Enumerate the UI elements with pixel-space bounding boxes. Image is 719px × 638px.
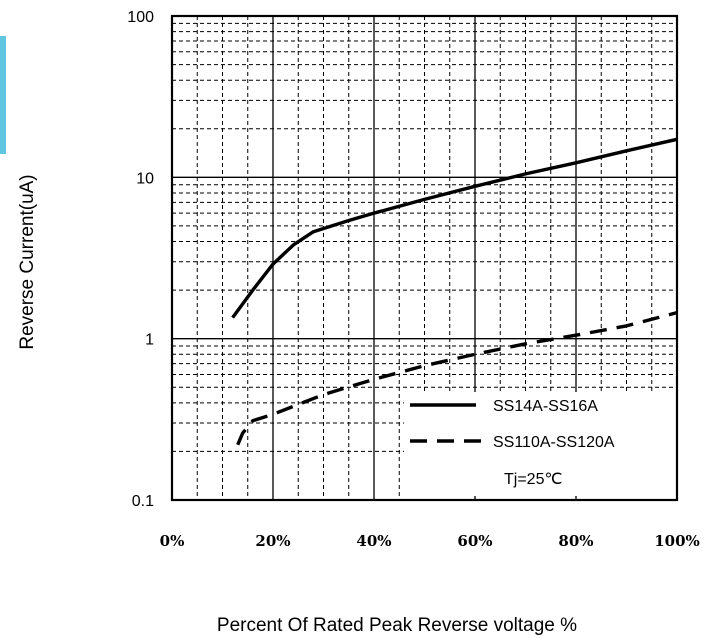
x-tick-label: 100% (654, 532, 700, 550)
y-tick-label: 0.1 (132, 493, 154, 510)
x-tick-label: 80% (558, 532, 593, 550)
x-tick-label: 60% (457, 532, 492, 550)
legend: SS14A-SS16A SS110A-SS120A Tj=25℃ (404, 392, 674, 496)
legend-label-ss14a-ss16a: SS14A-SS16A (493, 398, 598, 415)
x-tick-label: 40% (356, 532, 391, 550)
y-tick-label: 1 (145, 332, 154, 349)
plot-frame (170, 14, 679, 502)
y-axis-label: Reverse Current(uA) (17, 174, 38, 349)
legend-background (404, 392, 674, 496)
x-axis-label: Percent Of Rated Peak Reverse voltage % (217, 615, 577, 636)
y-tick-label: 100 (127, 9, 154, 26)
x-tick-label: 0% (160, 532, 185, 550)
temperature-annotation: Tj=25℃ (504, 471, 562, 488)
left-edge-fragment (0, 36, 6, 154)
legend-label-ss110a-ss120a: SS110A-SS120A (493, 434, 615, 451)
y-tick-labels: 0.1 1 10 100 (127, 9, 154, 510)
series-line-ss14a-ss16a (231, 137, 678, 319)
x-tick-label: 20% (255, 532, 290, 550)
y-tick-label: 10 (136, 170, 154, 187)
x-tick-labels: 0% 20% 40% 60% 80% 100% (160, 532, 700, 550)
series-layer (231, 137, 678, 446)
